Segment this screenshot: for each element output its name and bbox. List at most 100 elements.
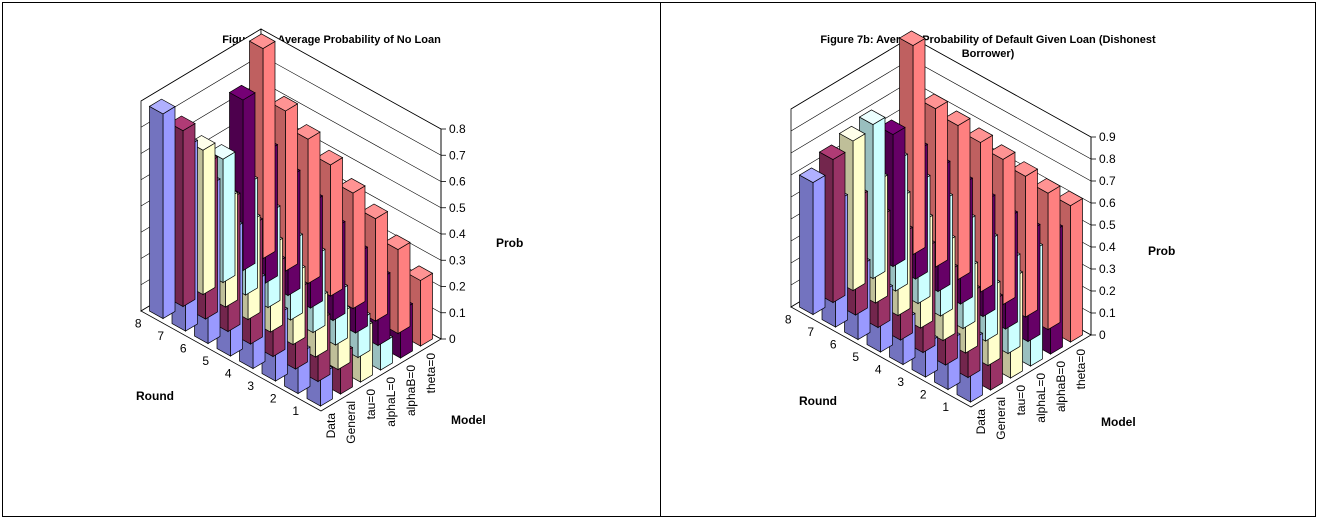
bar-face — [352, 185, 366, 310]
bar-face — [242, 92, 256, 272]
z-tick-label: 0.1 — [449, 306, 466, 320]
round-tick-label: 8 — [785, 312, 792, 326]
bar-face — [330, 156, 343, 297]
model-tick-label: tau=0 — [1014, 385, 1028, 416]
bar-top — [1011, 161, 1039, 177]
bar-face — [980, 134, 993, 293]
bar-top — [406, 265, 434, 281]
bar-top — [1056, 190, 1084, 207]
plot-area: 0 0.1 0.2 0.3 0.4 0.5 0.6 0.7 0.8 0.9 Prob 8 7 6 5 4 3 2 1… — [785, 30, 1175, 440]
round-tick-label: 4 — [225, 366, 232, 380]
bar-face — [182, 122, 196, 308]
bar-top — [338, 177, 366, 194]
bar-face — [957, 117, 971, 281]
model-tick-label: alphaL=0 — [384, 377, 398, 427]
bar-face — [285, 103, 298, 272]
chart-panel-7b: Figure 7b: Average Probability of Defaul… — [660, 2, 1316, 517]
round-tick-label: 1 — [942, 400, 949, 414]
model-axis-label: Model — [451, 413, 486, 427]
bar-top — [316, 149, 344, 166]
z-tick-label: 0.6 — [1099, 196, 1116, 210]
bar-side — [149, 105, 164, 320]
bar-top — [921, 93, 949, 110]
bar-face — [832, 151, 846, 304]
bar-top — [988, 144, 1016, 160]
z-tick-label: 0.5 — [449, 201, 466, 215]
z-tick-label: 0.9 — [1099, 130, 1116, 144]
round-tick-label: 3 — [247, 379, 254, 393]
bar-face — [202, 142, 216, 296]
model-axis-label: Model — [1101, 415, 1136, 429]
z-axis-label: Prob — [1148, 244, 1175, 258]
round-tick-label: 7 — [807, 325, 814, 339]
bar-face — [397, 241, 411, 335]
round-axis-label: Round — [136, 389, 174, 403]
bar-face — [307, 131, 321, 285]
bar-top — [383, 234, 411, 251]
chart-7b-plot: 0 0.1 0.2 0.3 0.4 0.5 0.6 0.7 0.8 0.9 Prob 8 7 6 5 4 3 2 1… — [785, 30, 1175, 440]
z-tick-label: 0.2 — [1099, 284, 1116, 298]
model-tick-label: alphaB=0 — [1054, 361, 1068, 412]
model-tick-label: alphaB=0 — [404, 365, 418, 416]
bar-face — [892, 126, 906, 268]
bar-top — [818, 144, 846, 161]
z-tick-label: 0.7 — [1099, 174, 1116, 188]
model-tick-label: Data — [324, 413, 338, 439]
bar-face — [1047, 185, 1061, 331]
bar-top — [858, 109, 886, 126]
model-tick-label: General — [344, 401, 358, 444]
bar-top — [898, 30, 926, 47]
bar — [148, 98, 176, 320]
bar-face — [420, 272, 433, 347]
round-tick-label: 2 — [270, 391, 277, 405]
gridline — [140, 28, 442, 130]
z-tick-label: 0.4 — [449, 227, 466, 241]
bar-face — [935, 100, 948, 268]
round-tick-label: 5 — [202, 354, 209, 368]
chart-title: Figure 7a: Average Probability of No Loa… — [222, 34, 441, 46]
chart-panel-7a: Figure 7a: Average Probability of No Loa… — [2, 2, 661, 517]
bar-top — [248, 33, 276, 50]
bar — [966, 127, 994, 293]
round-tick-label: 4 — [875, 362, 882, 376]
model-tick-label: tau=0 — [364, 389, 378, 420]
z-tick-label: 0.7 — [449, 148, 466, 162]
round-tick-label: 8 — [135, 316, 142, 330]
round-tick-label: 1 — [292, 404, 299, 418]
bar-face — [912, 37, 926, 256]
round-tick-label: 2 — [920, 387, 927, 401]
bar-face — [1002, 151, 1016, 306]
bar-face — [162, 105, 176, 320]
model-tick-label: alphaL=0 — [1034, 373, 1048, 423]
bars — [148, 33, 434, 407]
z-tick-label: 0.1 — [1099, 306, 1116, 320]
plot-area: 0 0.1 0.2 0.3 0.4 0.5 0.6 0.7 0.8 Prob 8 7 6 5 4 3 2 1 Dat… — [135, 28, 523, 444]
bars — [798, 30, 1084, 403]
bar-top — [798, 167, 826, 184]
z-tick-label: 0.8 — [1099, 152, 1116, 166]
chart-7a-plot: 0 0.1 0.2 0.3 0.4 0.5 0.6 0.7 0.8 Prob 8 7 6 5 4 3 2 1 Dat… — [135, 28, 523, 444]
bar — [798, 167, 826, 316]
model-tick-label: General — [994, 397, 1008, 440]
bar-top — [148, 98, 176, 115]
z-tick-label: 0.4 — [1099, 240, 1116, 254]
model-tick-label: theta=0 — [424, 353, 438, 394]
bar-face — [812, 174, 826, 316]
bar-face — [852, 133, 866, 292]
round-axis-label: Round — [799, 394, 837, 408]
z-tick-label: 0 — [449, 332, 456, 346]
round-tick-label: 6 — [830, 337, 837, 351]
bar-top — [966, 127, 994, 143]
bar-face — [222, 151, 236, 284]
round-tick-label: 6 — [180, 341, 187, 355]
z-tick-label: 0.3 — [449, 253, 466, 267]
round-tick-label: 3 — [897, 375, 904, 389]
bar-face — [375, 210, 388, 322]
bar-top — [943, 110, 971, 127]
model-tick-label: Data — [974, 409, 988, 435]
model-tick-label: theta=0 — [1074, 349, 1088, 390]
z-tick-label: 0 — [1099, 328, 1106, 342]
bar-top — [293, 124, 321, 140]
bar-top — [361, 203, 389, 220]
z-tick-label: 0.5 — [1099, 218, 1116, 232]
